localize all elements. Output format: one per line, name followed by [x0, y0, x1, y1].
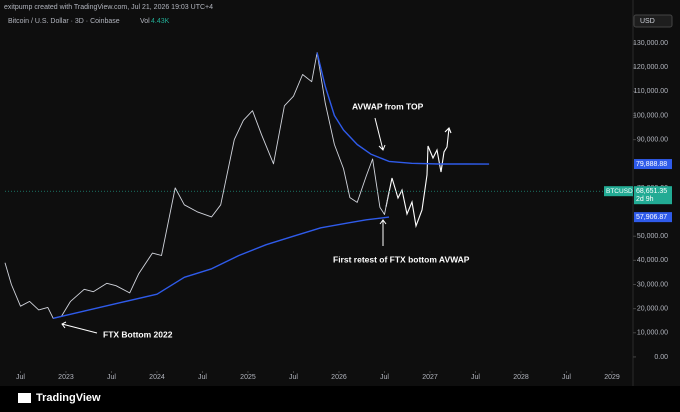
x-tick-label: Jul — [198, 374, 207, 381]
currency-box[interactable] — [633, 14, 673, 28]
price-box — [634, 212, 672, 223]
y-tick-label: 110,000.00 — [633, 88, 668, 95]
vol-value: 4.43K — [151, 18, 170, 25]
arrows — [61, 117, 452, 334]
brand-logo — [18, 393, 31, 403]
annotation: First retest of FTX bottom AVWAP — [333, 254, 470, 264]
series-line — [316, 52, 490, 165]
projection-scribble — [385, 127, 452, 229]
x-tick-label: Jul — [107, 374, 116, 381]
x-tick-label: 2027 — [422, 374, 438, 381]
countdown: 2d 9h — [636, 196, 654, 203]
y-tick-label: 120,000.00 — [633, 64, 668, 71]
x-tick-label: Jul — [471, 374, 480, 381]
price-box — [634, 186, 672, 205]
arrow — [61, 321, 98, 334]
price-label: 68,651.35 — [636, 188, 667, 195]
x-tick-label: 2029 — [604, 374, 620, 381]
x-tick-label: Jul — [289, 374, 298, 381]
currency[interactable]: USD — [640, 18, 655, 25]
vol-label: Vol — [140, 18, 150, 25]
x-tick-label: 2023 — [58, 374, 74, 381]
annotation: AVWAP from TOP — [352, 101, 424, 111]
series-line — [53, 216, 390, 319]
brand: TradingView — [36, 392, 101, 404]
y-tick-label: 100,000.00 — [633, 112, 668, 119]
author-line: exitpump created with TradingView.com, J… — [4, 4, 213, 11]
x-tick-label: 2024 — [149, 374, 165, 381]
footer-bar — [0, 386, 680, 412]
x-tick-label: 2025 — [240, 374, 256, 381]
x-tick-label: Jul — [16, 374, 25, 381]
y-tick-label: 10,000.00 — [637, 330, 668, 337]
x-tick-label: Jul — [562, 374, 571, 381]
y-tick-label: 0.00 — [654, 354, 668, 361]
y-tick-label: 50,000.00 — [637, 233, 668, 240]
x-tick-label: 2028 — [513, 374, 529, 381]
annotation: FTX Bottom 2022 — [103, 329, 173, 339]
price-box — [634, 159, 672, 170]
x-tick-label: 2026 — [331, 374, 347, 381]
arrow — [374, 117, 386, 151]
symbol-label: BTCUSD — [606, 188, 633, 195]
y-tick-label: 130,000.00 — [633, 40, 668, 47]
y-tick-label: 90,000.00 — [637, 136, 668, 143]
arrow — [379, 219, 387, 246]
y-tick-label: 30,000.00 — [637, 281, 668, 288]
price-label: 57,906.87 — [636, 214, 667, 221]
x-tick-label: Jul — [380, 374, 389, 381]
y-tick-label: 40,000.00 — [637, 257, 668, 264]
price-label: 79,888.88 — [636, 161, 667, 168]
symbol-box — [604, 186, 633, 197]
y-tick-label: 20,000.00 — [637, 305, 668, 312]
symbol: Bitcoin / U.S. Dollar · 3D · Coinbase — [8, 18, 120, 25]
